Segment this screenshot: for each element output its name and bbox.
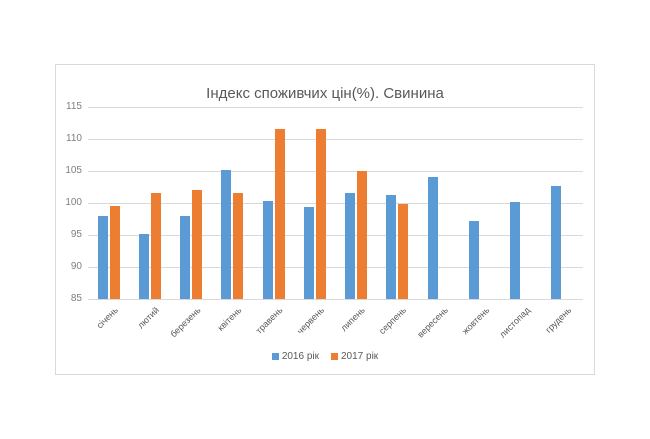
bar-2016 [551, 186, 561, 299]
bar-2016 [510, 202, 520, 299]
gridline [88, 107, 583, 108]
chart-title: Індекс споживчих цін(%). Свинина [206, 85, 444, 102]
gridline [88, 235, 583, 236]
gridline [88, 139, 583, 140]
legend-label: 2016 рік [281, 351, 319, 362]
bar-2017 [398, 204, 408, 299]
bar-2017 [233, 193, 243, 299]
bar-2016 [386, 195, 396, 299]
bar-2016 [263, 201, 273, 299]
y-tick-label: 115 [66, 101, 82, 112]
y-tick-label: 90 [70, 261, 82, 272]
bar-2016 [139, 234, 149, 299]
y-tick-label: 85 [70, 293, 82, 304]
bar-2016 [180, 216, 190, 299]
bar-2017 [316, 129, 326, 299]
gridline [88, 203, 583, 204]
bar-2016 [469, 221, 479, 299]
bar-2017 [275, 129, 285, 299]
y-tick-label: 110 [66, 133, 82, 144]
gridline [88, 299, 583, 300]
legend-swatch-icon [271, 352, 279, 360]
legend-label: 2017 рік [341, 351, 379, 362]
y-tick-label: 105 [65, 165, 82, 176]
bar-2016 [221, 170, 231, 299]
gridline [88, 267, 583, 268]
bar-2017 [110, 206, 120, 299]
legend-item: 2017 рік [331, 351, 378, 362]
legend-item: 2016 рік [271, 351, 319, 362]
bar-2016 [98, 216, 108, 299]
y-tick-label: 100 [65, 197, 82, 208]
bar-2017 [151, 193, 161, 299]
bar-2016 [345, 193, 355, 299]
bar-2017 [357, 171, 367, 299]
bar-2016 [428, 177, 438, 299]
bar-2016 [304, 207, 314, 299]
legend-swatch-icon [331, 352, 338, 360]
bar-2017 [192, 190, 202, 299]
gridline [88, 171, 583, 172]
legend: 2016 рік 2017 рік [0, 351, 650, 362]
y-tick-label: 95 [70, 229, 82, 240]
